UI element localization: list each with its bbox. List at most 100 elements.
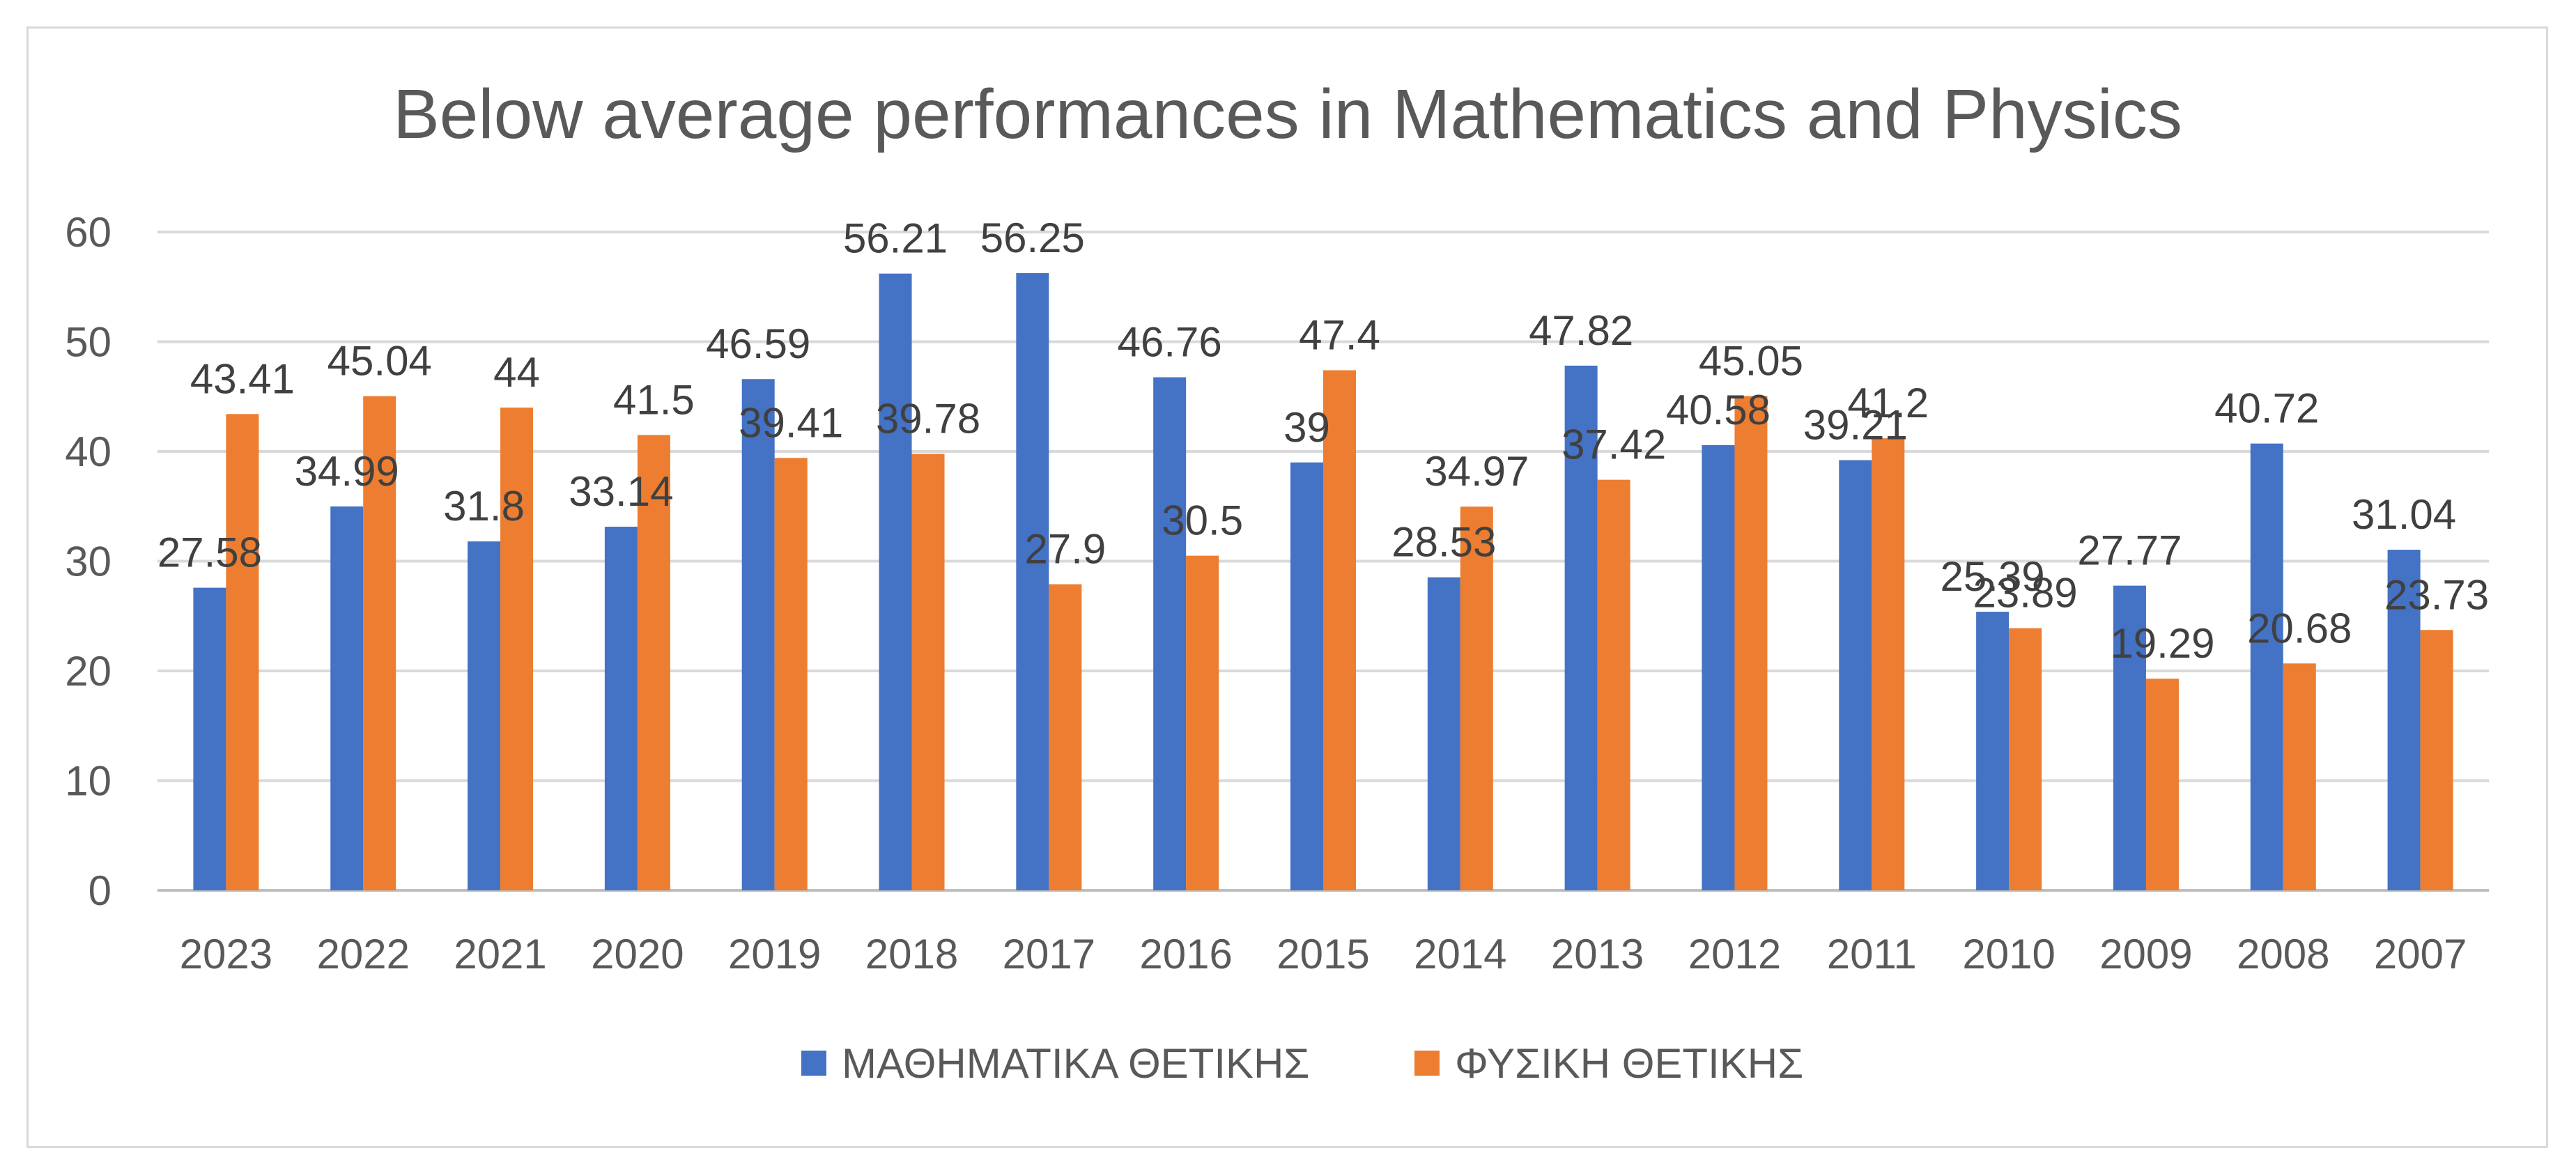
x-tick-label: 2014 bbox=[1414, 931, 1506, 977]
math-data-label: 56.25 bbox=[980, 215, 1085, 261]
physics-bar bbox=[2009, 628, 2042, 890]
math-bar bbox=[2250, 443, 2283, 890]
math-data-label: 46.76 bbox=[1118, 319, 1222, 366]
physics-data-label: 45.04 bbox=[327, 338, 432, 385]
math-bar bbox=[741, 379, 775, 890]
physics-data-label: 39.78 bbox=[876, 395, 980, 442]
physics-data-label: 43.41 bbox=[190, 355, 295, 402]
math-data-label: 31.04 bbox=[2352, 491, 2456, 538]
math-bar bbox=[1839, 460, 1872, 890]
y-tick-label: 60 bbox=[65, 209, 111, 256]
x-tick-label: 2012 bbox=[1688, 931, 1781, 977]
physics-data-label: 37.42 bbox=[1561, 421, 1666, 468]
x-tick-label: 2016 bbox=[1139, 931, 1232, 977]
physics-bar bbox=[911, 454, 945, 890]
math-bar bbox=[468, 541, 501, 890]
chart-title: Below average performances in Mathematic… bbox=[393, 75, 2182, 153]
math-data-label: 40.72 bbox=[2214, 385, 2319, 432]
math-bar bbox=[1290, 462, 1323, 890]
x-tick-label: 2007 bbox=[2374, 931, 2467, 977]
x-tick-label: 2011 bbox=[1827, 931, 1917, 977]
physics-bar bbox=[1460, 506, 1493, 890]
physics-data-label: 19.29 bbox=[2110, 620, 2214, 667]
legend: ΜΑΘΗΜΑΤΙΚΑ ΘΕΤΙΚΗΣ ΦΥΣΙΚΗ ΘΕΤΙΚΗΣ bbox=[801, 1040, 1803, 1087]
math-bar bbox=[2387, 550, 2421, 890]
x-tick-label: 2022 bbox=[316, 931, 409, 977]
math-bar bbox=[193, 587, 226, 890]
physics-data-label: 27.9 bbox=[1024, 526, 1106, 573]
physics-bar bbox=[500, 408, 534, 890]
legend-swatch bbox=[801, 1051, 826, 1076]
math-bar bbox=[2113, 585, 2146, 890]
legend-item-physics: ΦΥΣΙΚΗ ΘΕΤΙΚΗΣ bbox=[1455, 1040, 1803, 1087]
physics-bar bbox=[637, 435, 670, 890]
math-bar bbox=[1702, 444, 1735, 890]
math-bar bbox=[1564, 365, 1598, 890]
x-tick-label: 2018 bbox=[865, 931, 958, 977]
y-tick-label: 40 bbox=[65, 428, 111, 475]
x-tick-label: 2019 bbox=[728, 931, 821, 977]
math-data-label: 31.8 bbox=[443, 483, 525, 529]
x-axis-ticks: 2023 2022 2021 2020 2019 2018 2017 2016 2015 2014… bbox=[180, 931, 2467, 977]
math-data-label: 39 bbox=[1283, 404, 1330, 451]
physics-data-label: 20.68 bbox=[2247, 605, 2352, 651]
physics-bar bbox=[2145, 679, 2179, 890]
bars bbox=[193, 273, 2453, 890]
math-data-label: 34.99 bbox=[295, 448, 399, 495]
physics-data-label: 23.89 bbox=[1973, 570, 2078, 617]
physics-data-label: 45.05 bbox=[1699, 337, 1803, 384]
y-tick-label: 0 bbox=[88, 867, 111, 914]
math-data-label: 46.59 bbox=[706, 320, 810, 367]
physics-data-label: 44 bbox=[493, 349, 540, 396]
physics-bar bbox=[1872, 438, 1905, 890]
x-tick-label: 2015 bbox=[1277, 931, 1369, 977]
math-data-label: 27.77 bbox=[2077, 527, 2182, 574]
y-tick-label: 50 bbox=[65, 319, 111, 366]
physics-bar bbox=[2283, 663, 2316, 890]
x-tick-label: 2020 bbox=[591, 931, 684, 977]
physics-bar bbox=[1323, 370, 1356, 890]
physics-bar bbox=[226, 414, 259, 890]
physics-bar bbox=[774, 458, 808, 890]
physics-data-label: 23.73 bbox=[2384, 571, 2489, 618]
y-tick-label: 10 bbox=[65, 758, 111, 805]
legend-item-math: ΜΑΘΗΜΑΤΙΚΑ ΘΕΤΙΚΗΣ bbox=[842, 1040, 1309, 1087]
math-bar bbox=[1427, 577, 1460, 890]
physics-data-label: 41.5 bbox=[613, 376, 695, 423]
math-data-label: 47.82 bbox=[1529, 307, 1633, 354]
physics-data-label: 39.41 bbox=[739, 399, 843, 446]
physics-data-label: 41.2 bbox=[1847, 380, 1929, 426]
x-tick-label: 2009 bbox=[2099, 931, 2192, 977]
math-data-label: 28.53 bbox=[1391, 519, 1496, 566]
x-tick-label: 2017 bbox=[1003, 931, 1095, 977]
physics-bar bbox=[1049, 584, 1082, 890]
physics-bar bbox=[1186, 555, 1219, 890]
physics-bar bbox=[1597, 479, 1630, 890]
y-tick-label: 20 bbox=[65, 648, 111, 695]
x-tick-label: 2023 bbox=[180, 931, 272, 977]
math-bar bbox=[1153, 377, 1187, 890]
x-tick-label: 2008 bbox=[2237, 931, 2329, 977]
x-tick-label: 2013 bbox=[1551, 931, 1644, 977]
math-data-label: 40.58 bbox=[1666, 387, 1771, 433]
physics-bar bbox=[363, 396, 396, 890]
math-bar bbox=[1976, 612, 2010, 890]
math-bar bbox=[604, 527, 638, 890]
physics-bar bbox=[1734, 396, 1768, 890]
math-bar bbox=[1016, 273, 1049, 890]
y-axis-ticks: 0 10 20 30 40 50 60 bbox=[65, 209, 111, 914]
math-data-label: 27.58 bbox=[157, 529, 262, 576]
legend-swatch bbox=[1414, 1051, 1440, 1076]
y-tick-label: 30 bbox=[65, 539, 111, 585]
math-bar bbox=[879, 273, 912, 890]
physics-bar bbox=[2420, 630, 2453, 890]
math-data-label: 33.14 bbox=[569, 468, 673, 515]
physics-data-label: 47.4 bbox=[1299, 311, 1380, 358]
math-bar bbox=[330, 506, 364, 890]
math-data-label: 39.21 bbox=[1803, 401, 1908, 448]
math-data-label: 25.39 bbox=[1941, 553, 2045, 600]
math-data-label: 56.21 bbox=[843, 215, 948, 262]
physics-data-label: 34.97 bbox=[1424, 448, 1529, 495]
